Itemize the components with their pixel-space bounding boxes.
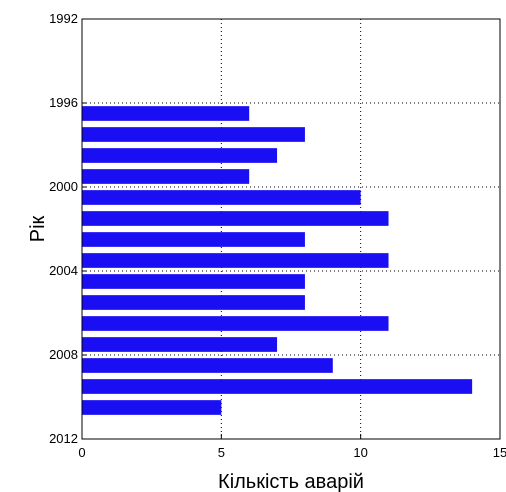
x-tick-labels: 0 5 10 15: [78, 434, 506, 460]
y-tick-label-0: 1992: [49, 11, 78, 26]
plot-frame: [81, 18, 501, 440]
y-tick-labels: 1992 1996 2000 2004 2008 2012: [49, 11, 87, 446]
x-tick-label-1: 5: [218, 445, 225, 460]
y-tick-label-1: 1996: [49, 95, 78, 110]
bar-2003: [82, 253, 389, 268]
bars: [82, 106, 473, 415]
y-tick-label-5: 2012: [49, 431, 78, 446]
bar-2007: [82, 337, 278, 352]
bar-2006: [82, 316, 389, 331]
grid-lines: [82, 19, 500, 439]
bar-2002: [82, 232, 305, 247]
bar-2001: [82, 211, 389, 226]
y-tick-label-4: 2008: [49, 347, 78, 362]
bar-2008: [82, 358, 333, 373]
bar-2005: [82, 295, 305, 310]
bar-2000: [82, 190, 361, 205]
x-tick-label-3: 15: [493, 445, 506, 460]
bar-2010: [82, 400, 222, 415]
y-axis-label: Рік: [27, 215, 49, 242]
x-tick-label-0: 0: [78, 445, 85, 460]
x-axis-label: Кількість аварій: [218, 471, 364, 492]
x-tick-label-2: 10: [353, 445, 367, 460]
bar-1998: [82, 148, 278, 163]
y-tick-label-3: 2004: [49, 263, 78, 278]
bar-1997: [82, 127, 305, 142]
bar-1999: [82, 169, 250, 184]
bar-1996: [82, 106, 250, 121]
bar-2004: [82, 274, 305, 289]
bar-2009: [82, 379, 473, 394]
y-tick-label-2: 2000: [49, 179, 78, 194]
